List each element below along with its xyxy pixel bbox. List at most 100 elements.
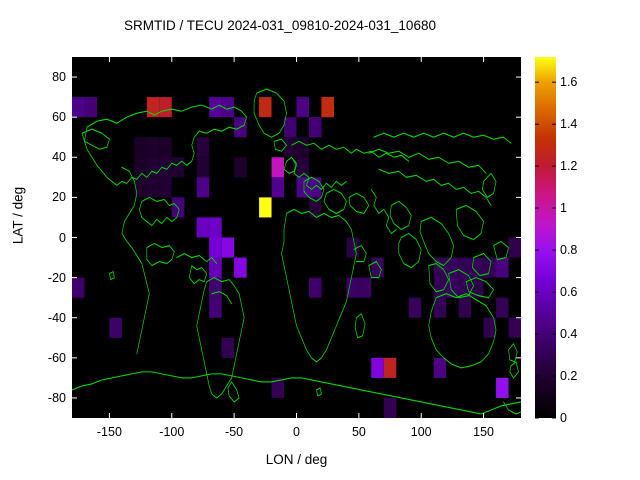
chart-title: SRMTID / TECU 2024-031_09810-2024-031_10… [124,18,436,33]
heatmap-cell [146,177,160,198]
x-tick-label: -150 [96,425,122,439]
heatmap-cell [159,137,172,158]
x-tick-label: 50 [351,425,366,439]
heatmap-cell [109,317,122,338]
heatmap-cell [458,277,472,298]
colorbar-tickmarks [535,81,556,419]
colorbar-tick-label: 0.6 [560,284,578,299]
heatmap-cell [483,317,497,338]
heatmap-cell [433,257,447,278]
heatmap-cell [221,337,235,358]
heatmap-cell [196,137,210,158]
heatmap-cell [496,377,509,398]
colorbar[interactable] [535,57,556,419]
y-tick-label: 40 [52,150,66,165]
heatmap-cell [259,97,272,118]
heatmap-cell [296,97,309,118]
heatmap-cell [159,157,172,178]
heatmap-cell [221,237,235,258]
colorbar-tick-label: 0.8 [560,242,578,257]
heatmap-cell [259,197,272,218]
colorbar-tick-label: 0 [560,410,567,425]
x-tick-label: -50 [225,425,244,439]
heatmap-cell [508,317,521,338]
heatmap-cell [209,277,222,298]
heatmap-cell [308,117,322,138]
heatmap-cell [72,97,85,118]
colorbar-ticklabels: 0 0.2 0.4 0.6 0.8 1 1.2 1.4 1.6 [560,57,630,424]
heatmap-cell [296,137,309,158]
heatmap-cell [159,177,172,198]
heatmap-cell [383,397,397,418]
heatmap-cell [471,257,484,278]
heatmap-cell [234,257,247,278]
x-tick-label: -100 [159,425,185,439]
y-axis-title: LAT / deg [10,186,26,245]
heatmap-cell [221,97,235,118]
heatmap-cell [458,257,472,278]
x-tick-label: 100 [410,425,432,439]
heatmap-cell [209,257,222,278]
colorbar-gradient [535,57,556,418]
heatmap-cell [458,297,472,318]
heatmap-cell [358,277,372,298]
heatmap-cell [496,297,509,318]
plot-area[interactable] [72,57,521,418]
colorbar-tick-label: 1 [560,200,567,215]
heatmap-cell [296,157,309,178]
heatmap-cell [383,357,397,378]
heatmap-cell [134,137,147,158]
heatmap-cell [308,277,322,298]
x-tick-label: 150 [473,425,495,439]
heatmap-cell [209,237,222,258]
heatmap-cell [209,297,222,318]
colorbar-tick-label: 0.4 [560,326,578,341]
heatmap-cell [508,237,521,258]
heatmap-cell [284,137,297,158]
heatmap-cell [134,157,147,178]
heatmap-cell [134,177,147,198]
x-tick-label: 0 [293,425,300,439]
heatmap-cell [234,157,247,178]
heatmap-cell [271,377,285,398]
heatmap-cell [196,177,210,198]
x-axis-title: LON / deg [265,452,328,467]
heatmap-cell [146,97,160,118]
heatmap-cell [271,177,285,198]
heatmap-cell [433,297,447,318]
heatmap-cell [446,257,459,278]
heatmap-cell [196,157,210,178]
y-tick-label: 20 [52,190,66,205]
colorbar-tick-label: 1.6 [560,74,578,89]
heatmap-cell [346,277,359,298]
heatmap-cell [408,297,422,318]
heatmap-cell [284,117,297,138]
heatmap-cell [296,177,309,198]
heatmap-cell [371,357,384,378]
heatmap-cell [84,97,97,118]
heatmap-cell [159,97,172,118]
heatmap-cell [72,277,85,298]
y-axis-ticklabels: -80 -60 -40 -20 0 20 40 60 80 [0,57,66,418]
axis-tickmarks-layer [72,57,521,418]
y-tick-label: -60 [47,350,66,365]
heatmap-cell [308,177,322,198]
world-coastline-layer [72,88,521,415]
heatmap-cell [346,237,359,258]
heatmap-cell [196,217,210,238]
colorbar-tick-label: 1.4 [560,116,578,131]
heatmap-cell [146,137,160,158]
heatmap-cell [471,277,484,298]
heatmap-cell [146,157,160,178]
y-tick-label: 60 [52,109,66,124]
colorbar-tick-label: 1.2 [560,158,578,173]
heatmap-cell [433,277,447,298]
heatmap-cell [271,157,285,178]
y-tick-label: 80 [52,69,66,84]
heatmap-cell [321,97,334,118]
heatmap-cell [446,277,459,298]
x-axis-ticklabels: -150 -100 -50 0 50 100 150 [72,426,521,446]
y-tick-label: -80 [47,390,66,405]
heatmap-cell [308,197,322,218]
